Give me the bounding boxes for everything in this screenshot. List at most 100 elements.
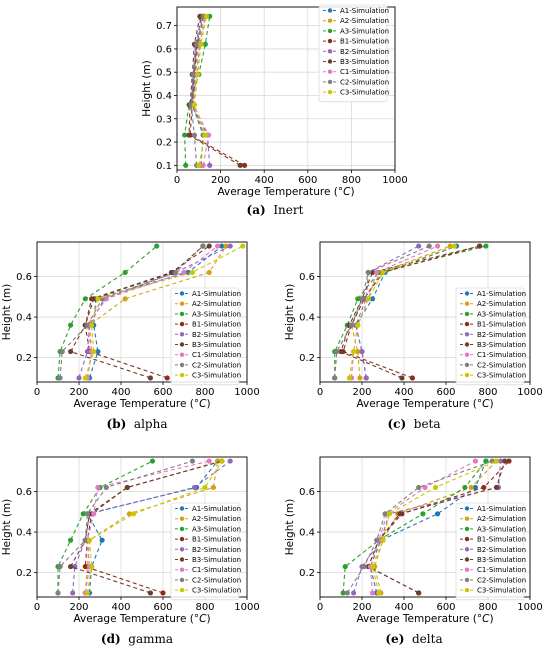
legend-label: B2-Simulation [340,48,389,56]
data-point [124,484,130,491]
x-axis-label: Average Temperature (°C) [356,398,493,410]
data-point [498,458,504,464]
legend-label: C2-Simulation [192,576,241,584]
x-axis-label: Average Temperature (°C) [73,613,210,625]
data-point [363,375,369,381]
data-point [57,375,63,381]
legend-marker [464,332,470,337]
x-tick-label: 600 [153,602,172,613]
legend-label: A3-Simulation [192,310,241,318]
data-point [219,458,225,464]
series-line-B2-Simulation [355,245,419,378]
data-point [365,269,371,276]
legend-marker [179,311,185,317]
data-point [89,322,95,328]
data-point [200,243,206,249]
legend-frame [455,287,525,386]
data-point [472,458,478,464]
x-tick-label: 800 [342,175,361,186]
y-tick-label: 0.1 [156,161,172,172]
plot-frame [36,241,248,383]
data-point [173,269,179,276]
legend-label: A1-Simulation [192,290,241,298]
series-line-B2-Simulation [72,460,231,593]
legend-label: B2-Simulation [192,546,241,554]
data-point [82,563,88,570]
legend-marker [464,321,470,327]
panel-caption: (b) alpha [107,417,168,431]
data-point [68,322,74,328]
data-point [70,590,76,596]
x-axis-label: Average Temperature (°C) [217,186,354,198]
series-line-A2-Simulation [374,460,497,594]
data-point [84,590,90,596]
x-tick-label: 0 [34,602,40,613]
legend-marker [179,547,185,552]
data-point [409,375,415,381]
legend-label: A3-Simulation [192,525,241,533]
x-tick-label: 1000 [234,387,259,398]
data-point [202,484,208,491]
data-point [359,296,365,302]
series-line-B2-Simulation [190,16,211,166]
series-line-A1-Simulation [369,460,487,594]
legend-label: B3-Simulation [192,341,241,349]
legend-marker [464,506,470,511]
chart-panel-beta: 0 200 400 600 800 1000 0.2 0.4 0.6 Average Temper… [284,241,543,431]
x-tick-label: 600 [153,387,172,398]
series-line-A3-Simulation [184,16,211,166]
x-tick-label: 400 [394,387,413,398]
legend-marker [327,89,333,95]
series-line-C1-Simulation [86,245,218,378]
data-point [369,296,376,302]
data-point [194,41,200,47]
data-point [207,162,213,168]
legend-marker [327,69,333,74]
legend-frame [170,502,240,601]
data-point [183,162,189,168]
data-point [374,537,380,543]
x-tick-label: 400 [111,602,130,613]
legend-label: B1-Simulation [192,536,241,544]
data-point [420,511,426,517]
series-line-C3-Simulation [84,245,244,379]
y-tick-label: 0.6 [299,487,315,498]
data-point [95,484,101,491]
data-point [164,375,170,381]
data-point [219,243,225,249]
legend-label: C3-Simulation [192,372,241,380]
data-point [68,348,74,355]
data-point [191,102,198,108]
data-point [472,484,478,491]
series-line-B1-Simulation [189,16,245,166]
y-axis-label: Height (m) [141,60,153,116]
series-line-B3-Simulation [69,460,222,594]
legend-label: B1-Simulation [340,38,389,46]
x-tick-label: 800 [478,387,497,398]
data-point [122,296,128,302]
legend-label: A2-Simulation [477,515,526,523]
data-point [344,590,350,596]
legend-label: A1-Simulation [477,290,526,298]
data-point [206,243,212,249]
legend-marker [327,18,333,23]
chart-panel-alpha: 0 200 400 600 800 1000 0.2 0.4 0.6 Average Temper… [1,241,260,431]
legend-label: A2-Simulation [340,17,389,25]
data-point [351,590,357,596]
legend-marker [179,342,185,347]
legend-label: B2-Simulation [192,331,241,339]
legend-label: C1-Simulation [192,351,241,359]
panel-caption: (a) Inert [247,203,304,217]
data-point [95,296,101,302]
legend: A1-Simulation A2-Simulation A3-Simulation B… [170,287,241,386]
data-point [202,132,208,138]
legend-label: A1-Simulation [477,505,526,513]
data-point [91,348,97,355]
legend-label: A3-Simulation [477,310,526,318]
data-point [493,458,499,464]
series-line-C1-Simulation [369,460,476,593]
panel-caption: (d) gamma [101,632,173,646]
data-point [462,484,468,491]
series-line-B3-Simulation [188,16,241,166]
data-point [382,511,388,517]
